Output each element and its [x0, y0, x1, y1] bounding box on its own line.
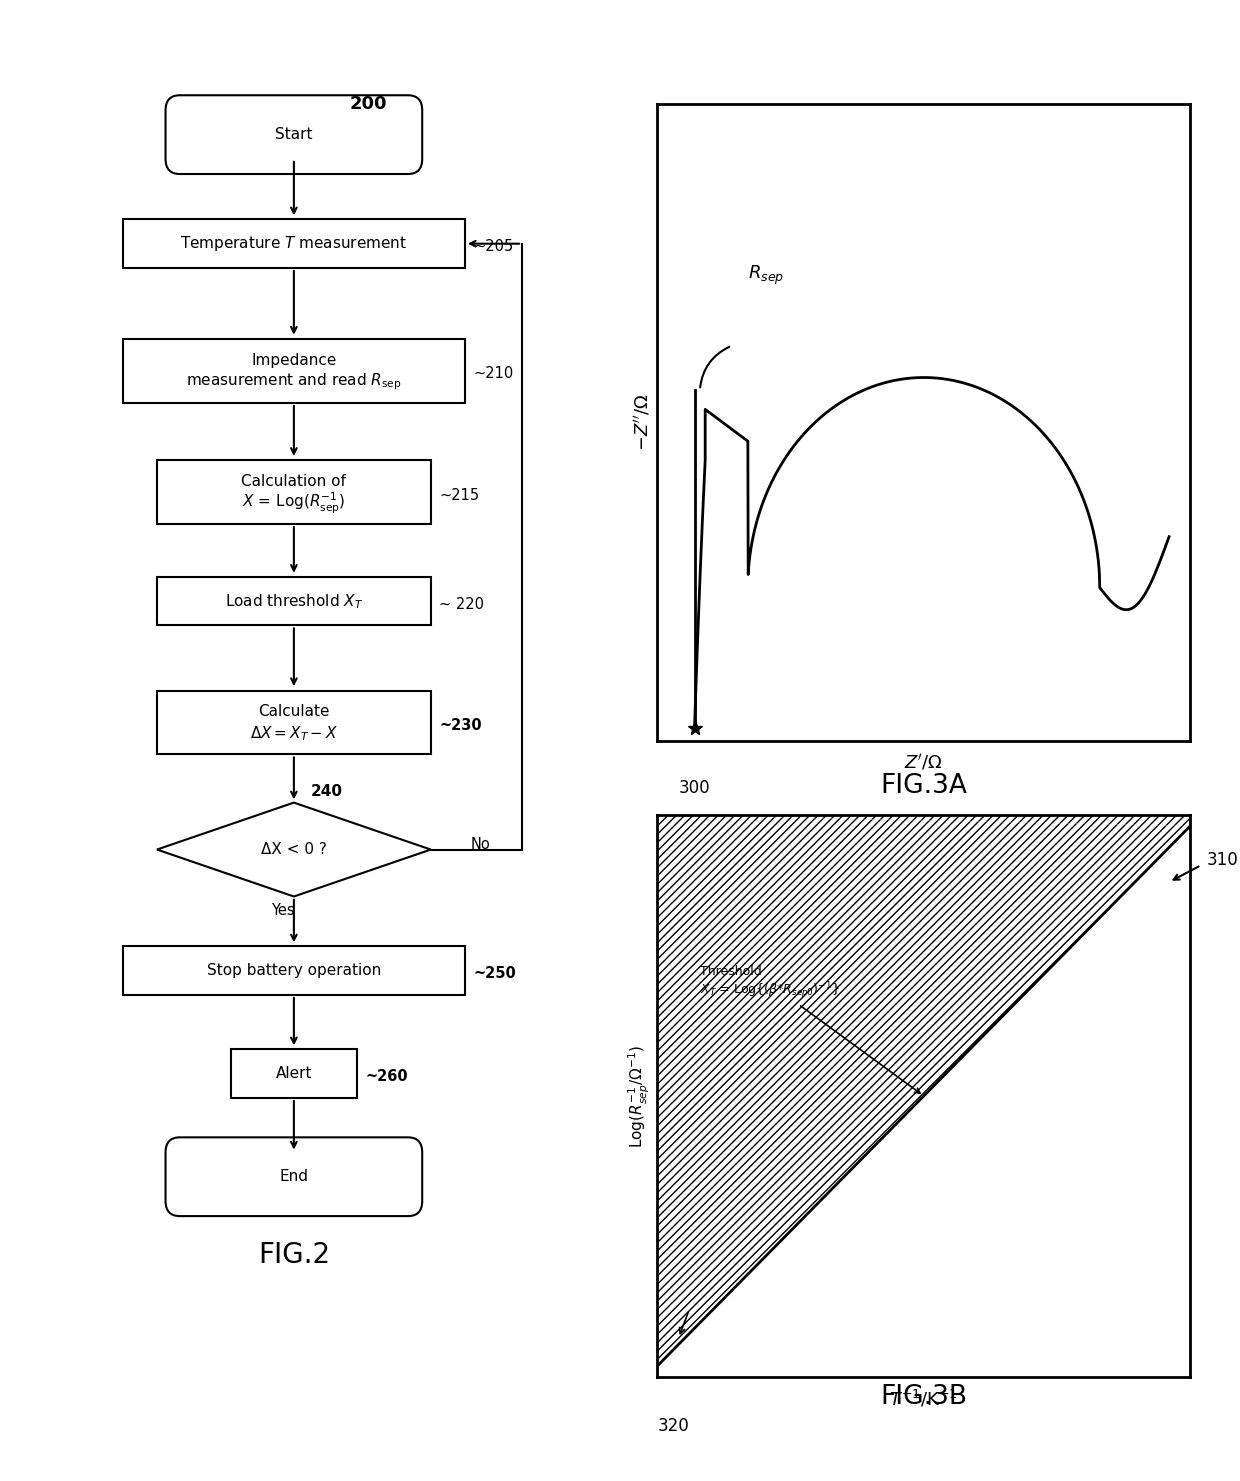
Text: ~230: ~230: [439, 718, 482, 733]
Text: $X$ = Log($R_{\mathrm{sep}}^{-1}$): $X$ = Log($R_{\mathrm{sep}}^{-1}$): [242, 490, 346, 515]
Text: 240: 240: [311, 785, 343, 800]
FancyBboxPatch shape: [123, 339, 465, 403]
Text: No: No: [471, 837, 491, 852]
Polygon shape: [657, 815, 1190, 1365]
FancyBboxPatch shape: [165, 1137, 422, 1216]
Y-axis label: Log($R_{sep}^{-1}$/$\Omega^{-1}$): Log($R_{sep}^{-1}$/$\Omega^{-1}$): [626, 1044, 652, 1148]
Text: measurement and read $R_{\mathrm{sep}}$: measurement and read $R_{\mathrm{sep}}$: [186, 372, 402, 392]
Text: 320: 320: [657, 1417, 689, 1435]
Text: ~260: ~260: [365, 1069, 408, 1084]
Polygon shape: [657, 815, 1190, 826]
Text: FIG.3A: FIG.3A: [880, 773, 967, 800]
FancyBboxPatch shape: [157, 461, 430, 524]
Text: ~215: ~215: [439, 487, 480, 502]
Text: Impedance: Impedance: [252, 352, 336, 367]
Text: 310: 310: [1207, 850, 1239, 868]
X-axis label: $T^{-1}$/K$^{-1}$: $T^{-1}$/K$^{-1}$: [889, 1389, 959, 1410]
FancyBboxPatch shape: [123, 219, 465, 268]
Text: FIG.3B: FIG.3B: [880, 1383, 967, 1410]
Text: ~205: ~205: [474, 240, 513, 255]
FancyBboxPatch shape: [157, 690, 430, 754]
Text: Yes: Yes: [270, 903, 294, 918]
Text: ~250: ~250: [474, 966, 516, 982]
Text: Calculation of: Calculation of: [242, 474, 346, 489]
Text: Start: Start: [275, 127, 312, 142]
Text: Threshold
$X_T$ = Log{($\beta$*$R_{sep0})^{-1}$}: Threshold $X_T$ = Log{($\beta$*$R_{sep0}…: [699, 966, 920, 1093]
Text: $R_\mathregular{sep}$: $R_\mathregular{sep}$: [748, 264, 784, 287]
FancyBboxPatch shape: [231, 1050, 357, 1097]
Text: 300: 300: [678, 779, 711, 797]
FancyBboxPatch shape: [123, 946, 465, 995]
Text: FIG.2: FIG.2: [258, 1241, 330, 1269]
Text: ΔX < 0 ?: ΔX < 0 ?: [260, 843, 327, 857]
Y-axis label: $-Z''/\Omega$: $-Z''/\Omega$: [631, 394, 652, 450]
Text: ~ 220: ~ 220: [439, 597, 485, 612]
Text: Calculate: Calculate: [258, 703, 330, 718]
X-axis label: $Z'/\Omega$: $Z'/\Omega$: [904, 752, 944, 772]
Text: Alert: Alert: [275, 1066, 312, 1081]
Polygon shape: [157, 803, 430, 896]
Text: 200: 200: [350, 95, 387, 114]
Text: Load threshold $X_{T}$: Load threshold $X_{T}$: [224, 592, 363, 610]
Text: Temperature $T$ measurement: Temperature $T$ measurement: [181, 234, 407, 253]
Text: End: End: [279, 1169, 309, 1185]
Text: $\Delta X = X_{T} - X$: $\Delta X = X_{T} - X$: [249, 724, 339, 742]
Text: ~210: ~210: [474, 366, 513, 382]
FancyBboxPatch shape: [157, 578, 430, 625]
FancyBboxPatch shape: [165, 95, 422, 173]
Text: Stop battery operation: Stop battery operation: [207, 963, 381, 979]
